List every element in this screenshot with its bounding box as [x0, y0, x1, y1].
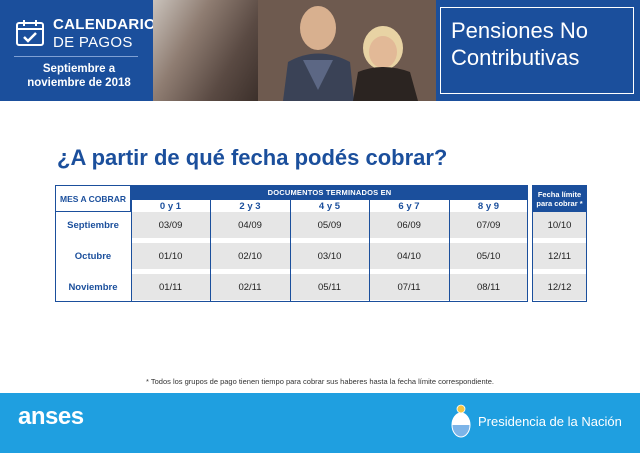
limit-header-line-2: para cobrar * — [536, 199, 583, 208]
table-cell: 05/10 — [476, 250, 501, 262]
month-septiembre: Septiembre — [67, 219, 119, 231]
row-background-octubre — [131, 243, 528, 269]
table-cell: 03/10 — [317, 250, 342, 262]
limit-row-background — [532, 212, 587, 238]
period-line-2: noviembre de 2018 — [27, 77, 131, 89]
divider — [14, 56, 138, 57]
column-divider — [369, 200, 370, 302]
table-cell: 04/10 — [397, 250, 421, 262]
program-title-frame — [440, 7, 634, 94]
table-cell: 01/11 — [158, 281, 183, 293]
program-title-line-2: Contributivas — [451, 45, 580, 70]
row-background-septiembre — [131, 212, 528, 238]
column-header-8-9: 8 y 9 — [477, 200, 500, 212]
row-background-noviembre — [131, 274, 528, 300]
table-cell: 07/11 — [397, 281, 421, 293]
table-cell: 02/10 — [238, 250, 262, 262]
program-title: Pensiones No Contributivas — [436, 0, 640, 101]
table-cell: 03/09 — [158, 219, 183, 231]
table-cell: 05/09 — [317, 219, 342, 231]
month-noviembre: Noviembre — [68, 281, 118, 293]
limit-column-header: Fecha límite para cobrar * — [532, 185, 587, 212]
page-question: ¿A partir de qué fecha podés cobrar? — [57, 145, 448, 170]
limit-cell: 12/11 — [547, 250, 572, 262]
column-divider — [449, 200, 450, 302]
calendar-subtitle: DE PAGOS — [53, 34, 133, 51]
column-divider — [210, 200, 211, 302]
column-header-0-1: 0 y 1 — [159, 200, 182, 212]
presidencia-label: Presidencia de la Nación — [478, 414, 622, 429]
limit-row-background — [532, 243, 587, 269]
couple-photo-illustration — [258, 0, 436, 101]
calendar-title: CALENDARIO — [53, 16, 156, 33]
column-header-6-7: 6 y 7 — [398, 200, 420, 212]
column-header-2-3: 2 y 3 — [239, 200, 261, 212]
footnote: * Todos los grupos de pago tienen tiempo… — [146, 377, 494, 386]
table-cell: 02/11 — [238, 281, 262, 293]
header-photo — [258, 0, 436, 101]
table-cell: 05/11 — [317, 281, 342, 293]
anses-logo: anses — [18, 403, 84, 430]
calendar-block: CALENDARIO DE PAGOS Septiembre a noviemb… — [0, 0, 156, 101]
column-divider — [290, 200, 291, 302]
period-line-1: Septiembre a — [42, 63, 116, 75]
table-cell: 08/11 — [476, 281, 501, 293]
limit-row-background — [532, 274, 587, 300]
limit-cell: 10/10 — [547, 219, 572, 231]
table-cell: 06/09 — [397, 219, 421, 231]
column-divider — [131, 185, 132, 302]
limit-header-line-1: Fecha límite — [537, 190, 582, 199]
calendar-check-icon — [16, 20, 44, 46]
photo-background — [153, 0, 258, 101]
limit-cell: 12/12 — [547, 281, 572, 293]
period-text: Septiembre a noviembre de 2018 — [14, 62, 144, 90]
table-cell: 07/09 — [476, 219, 501, 231]
program-title-line-1: Pensiones No — [451, 18, 588, 43]
footer-bar — [0, 393, 640, 453]
argentina-shield-icon — [451, 404, 471, 438]
month-octubre: Octubre — [74, 250, 112, 262]
month-column-header: MES A COBRAR — [55, 185, 131, 212]
column-header-4-5: 4 y 5 — [318, 200, 341, 212]
table-cell: 01/10 — [158, 250, 183, 262]
table-cell: 04/09 — [238, 219, 262, 231]
documents-header: DOCUMENTOS TERMINADOS EN — [131, 185, 528, 200]
